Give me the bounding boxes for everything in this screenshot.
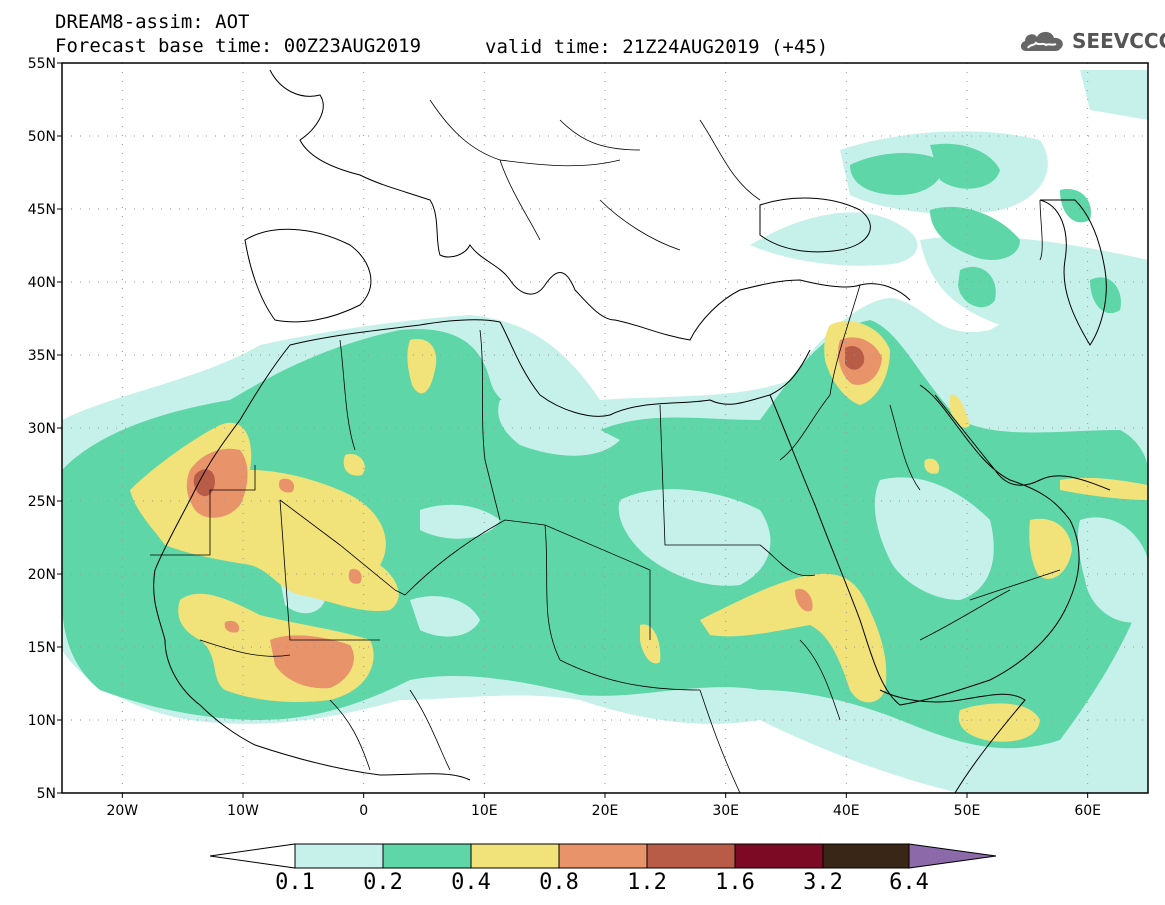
lon-label: 20W xyxy=(106,803,138,819)
lat-label: 30N xyxy=(28,421,56,437)
lat-label: 25N xyxy=(28,494,56,510)
logo-text: SEEVCCC xyxy=(1072,29,1165,53)
lat-label: 40N xyxy=(28,275,56,291)
lat-label: 35N xyxy=(28,348,56,364)
lat-label: 5N xyxy=(37,786,56,802)
lon-label: 40E xyxy=(833,803,860,819)
lon-label: 30E xyxy=(712,803,739,819)
colorbar-segment-6 xyxy=(734,843,824,869)
latitude-labels: 55N 50N 45N 40N 35N 30N 25N 20N 15N 10N 5N xyxy=(28,56,62,802)
aot-level-0.8 xyxy=(186,337,882,689)
colorbar-segment-4 xyxy=(558,843,648,869)
lat-label: 50N xyxy=(28,129,56,145)
lon-label: 60E xyxy=(1074,803,1101,819)
colorbar-label: 0.4 xyxy=(451,870,491,895)
colorbar-label: 0.8 xyxy=(539,870,579,895)
colorbar-under xyxy=(209,843,296,869)
country-borders xyxy=(150,99,1061,793)
cloud-icon xyxy=(1020,31,1063,51)
colorbar-segment-5 xyxy=(646,843,736,869)
lat-label: 55N xyxy=(28,56,56,72)
colorbar-label: 0.1 xyxy=(275,870,315,895)
map-grid xyxy=(62,63,1148,793)
colorbar-label: 0.2 xyxy=(363,870,403,895)
colorbar-label: 1.6 xyxy=(715,870,755,895)
lat-label: 15N xyxy=(28,640,56,656)
colorbar-segment-7 xyxy=(822,843,910,869)
aot-fields xyxy=(62,63,1148,793)
colorbar-segment-1 xyxy=(294,843,384,869)
valid-time: valid time: 21Z24AUG2019 (+45) xyxy=(485,36,829,58)
coastlines xyxy=(153,69,1111,793)
lon-label: 20E xyxy=(592,803,619,819)
product-title: DREAM8-assim: AOT xyxy=(55,11,250,33)
colorbar xyxy=(209,843,997,869)
lat-label: 45N xyxy=(28,202,56,218)
lon-label: 0 xyxy=(359,803,368,819)
forecast-base-time: Forecast base time: 00Z23AUG2019 xyxy=(55,35,422,57)
lon-label: 50E xyxy=(954,803,981,819)
lat-label: 20N xyxy=(28,567,56,583)
colorbar-segment-2 xyxy=(382,843,472,869)
lon-label: 10W xyxy=(227,803,259,819)
lon-label: 10E xyxy=(471,803,498,819)
aot-holes xyxy=(280,399,1148,637)
seevccc-logo: SEEVCCC xyxy=(1018,27,1165,55)
colorbar-label: 3.2 xyxy=(803,870,843,895)
colorbar-over xyxy=(908,843,997,869)
colorbar-label: 6.4 xyxy=(889,870,929,895)
colorbar-segment-3 xyxy=(470,843,560,869)
aot-level-1.2 xyxy=(193,345,865,497)
colorbar-label: 1.2 xyxy=(627,870,667,895)
longitude-labels: 20W 10W 0 10E 20E 30E 40E 50E 60E xyxy=(106,793,1101,819)
lat-label: 10N xyxy=(28,713,56,729)
